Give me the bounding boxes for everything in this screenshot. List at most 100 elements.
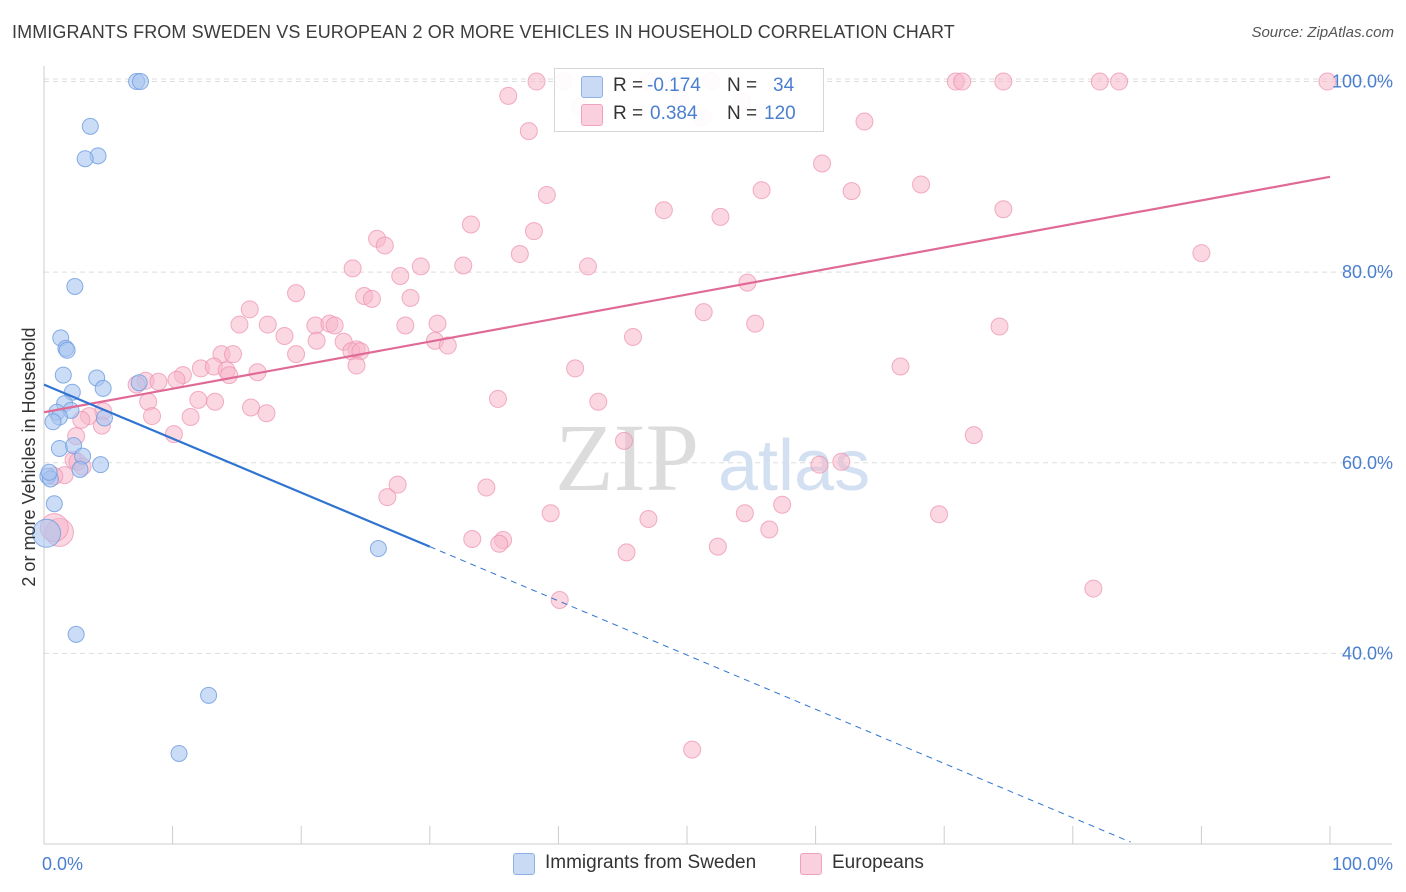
data-point-europeans xyxy=(257,404,276,423)
data-point-sweden xyxy=(81,117,99,135)
data-point-europeans xyxy=(891,357,910,376)
legend-r-label: R = xyxy=(613,75,644,96)
grid-layer xyxy=(44,78,1392,654)
data-point-europeans xyxy=(990,317,1009,336)
data-point-europeans xyxy=(240,300,259,319)
y-tick-label: 80.0% xyxy=(1342,262,1393,282)
legend-r-value: -0.174 xyxy=(647,75,701,96)
legend-r-label: R = xyxy=(613,103,644,124)
legend-r-value: 0.384 xyxy=(650,103,698,124)
data-point-sweden xyxy=(76,150,94,168)
legend-swatch-europeans xyxy=(800,853,822,875)
data-point-sweden xyxy=(54,366,72,384)
data-point-sweden xyxy=(131,73,149,91)
data-point-europeans xyxy=(307,331,326,350)
data-point-europeans xyxy=(708,537,727,556)
legend-n-label: N = xyxy=(727,75,758,96)
data-point-europeans xyxy=(813,154,832,173)
data-point-europeans xyxy=(258,315,277,334)
tick-labels: 40.0% 60.0% 80.0% 100.0% 0.0% 100.0% 2 or more… xyxy=(19,72,1393,874)
data-point-europeans xyxy=(287,284,306,303)
data-point-europeans xyxy=(994,72,1013,91)
legend-n-value: 120 xyxy=(764,103,796,124)
data-point-europeans xyxy=(752,181,771,200)
data-point-sweden xyxy=(40,463,58,481)
data-point-europeans xyxy=(746,314,765,333)
data-point-europeans xyxy=(220,366,239,385)
data-point-europeans xyxy=(343,259,362,278)
data-point-europeans xyxy=(275,327,294,346)
legend-swatch-europeans xyxy=(581,104,603,126)
data-point-europeans xyxy=(230,315,249,334)
data-point-europeans xyxy=(1110,72,1129,91)
data-point-sweden xyxy=(130,374,148,392)
legend-swatch-sweden xyxy=(513,853,535,875)
stats-legend: R = -0.174 N = 34 R = 0.384 N = 120 xyxy=(554,68,824,132)
legend-label-europeans: Europeans xyxy=(832,852,924,873)
data-point-europeans xyxy=(401,288,420,307)
data-point-europeans xyxy=(912,175,931,194)
data-point-europeans xyxy=(735,504,754,523)
data-point-sweden xyxy=(45,495,63,513)
data-point-europeans xyxy=(181,408,200,427)
data-point-europeans xyxy=(1084,579,1103,598)
data-point-europeans xyxy=(527,72,546,91)
data-point-europeans xyxy=(375,236,394,255)
data-point-europeans xyxy=(994,200,1013,219)
series-europeans xyxy=(39,72,1337,759)
data-point-sweden xyxy=(92,456,110,474)
data-point-europeans xyxy=(411,257,430,276)
data-point-europeans xyxy=(149,372,168,391)
data-point-sweden xyxy=(71,460,89,478)
x-tick-label: 0.0% xyxy=(42,854,83,874)
source-label: Source: ZipAtlas.com xyxy=(1251,24,1394,41)
y-tick-label: 40.0% xyxy=(1342,643,1393,663)
data-point-europeans xyxy=(683,740,702,759)
data-point-europeans xyxy=(566,359,585,378)
data-point-europeans xyxy=(760,520,779,539)
data-point-europeans xyxy=(537,185,556,204)
data-point-europeans xyxy=(810,455,829,474)
data-point-europeans xyxy=(378,488,397,507)
data-point-europeans xyxy=(499,86,518,105)
trend-line-sweden-extension xyxy=(429,546,1131,843)
data-point-europeans xyxy=(1192,244,1211,263)
data-point-europeans xyxy=(224,345,243,364)
legend-label-sweden: Immigrants from Sweden xyxy=(545,852,757,873)
data-point-europeans xyxy=(242,398,261,417)
series-legend: Immigrants from Sweden Europeans xyxy=(0,850,1406,878)
data-point-europeans xyxy=(617,543,636,562)
trend-line-europeans xyxy=(43,175,1331,414)
data-point-sweden xyxy=(32,518,62,548)
data-point-europeans xyxy=(488,389,507,408)
data-point-sweden xyxy=(44,413,62,431)
data-point-europeans xyxy=(189,390,208,409)
data-point-europeans xyxy=(325,316,344,335)
data-point-europeans xyxy=(578,257,597,276)
data-point-europeans xyxy=(964,426,983,445)
x-tick-label: 100.0% xyxy=(1332,854,1393,874)
data-point-europeans xyxy=(524,222,543,241)
data-point-europeans xyxy=(589,392,608,411)
data-point-sweden xyxy=(369,540,387,558)
data-point-europeans xyxy=(639,509,658,528)
data-point-europeans xyxy=(953,72,972,91)
data-point-europeans xyxy=(463,530,482,549)
data-point-europeans xyxy=(396,316,415,335)
data-point-europeans xyxy=(550,591,569,610)
data-point-europeans xyxy=(454,256,473,275)
data-point-europeans xyxy=(1090,72,1109,91)
data-point-europeans xyxy=(206,392,225,411)
data-point-europeans xyxy=(428,314,447,333)
legend-swatch-sweden xyxy=(581,76,603,98)
data-point-europeans xyxy=(519,122,538,141)
data-point-europeans xyxy=(842,182,861,201)
data-point-europeans xyxy=(438,336,457,355)
data-point-europeans xyxy=(832,452,851,471)
data-point-europeans xyxy=(461,215,480,234)
legend-n-value: 34 xyxy=(773,75,795,96)
data-point-europeans xyxy=(694,303,713,322)
legend-row-europeans: R = 0.384 N = 120 xyxy=(555,102,823,128)
data-point-europeans xyxy=(623,327,642,346)
